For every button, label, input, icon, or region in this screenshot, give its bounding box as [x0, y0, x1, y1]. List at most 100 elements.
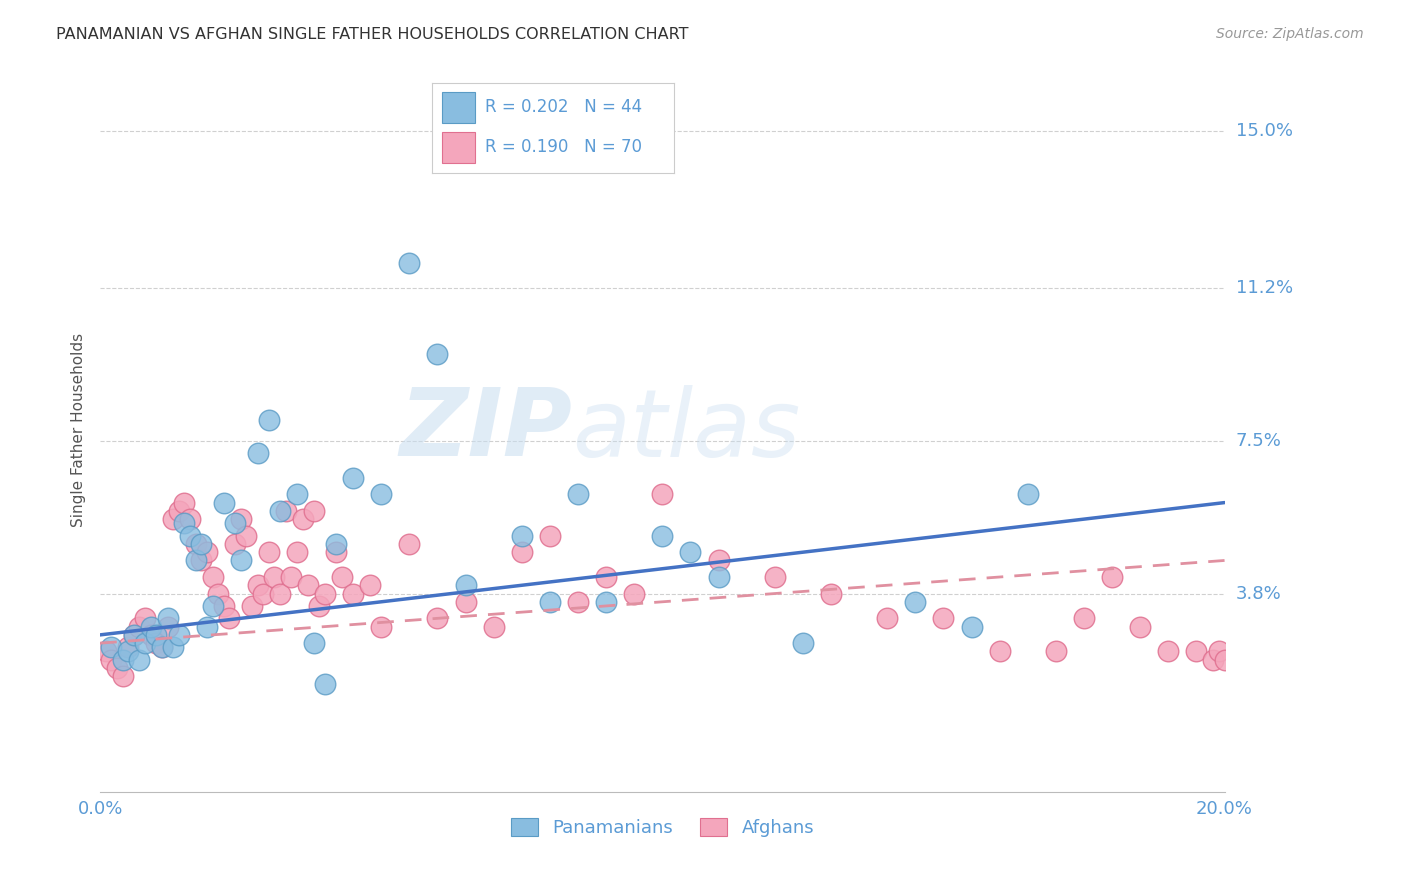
Panamanians [173, 516, 195, 531]
Afghans [1185, 644, 1208, 658]
Text: Source: ZipAtlas.com: Source: ZipAtlas.com [1216, 27, 1364, 41]
Afghans [297, 578, 319, 592]
Panamanians [679, 545, 702, 559]
Panamanians [111, 653, 134, 667]
Afghans [111, 669, 134, 683]
Panamanians [567, 487, 589, 501]
Afghans [1213, 653, 1236, 667]
Afghans [167, 504, 190, 518]
Panamanians [229, 553, 252, 567]
Afghans [482, 619, 505, 633]
Afghans [207, 586, 229, 600]
Afghans [330, 570, 353, 584]
Afghans [876, 611, 898, 625]
Afghans [240, 599, 263, 613]
Afghans [314, 586, 336, 600]
Afghans [145, 636, 167, 650]
Panamanians [707, 570, 730, 584]
Afghans [184, 537, 207, 551]
Afghans [342, 586, 364, 600]
Afghans [1202, 653, 1225, 667]
Panamanians [100, 640, 122, 655]
Text: PANAMANIAN VS AFGHAN SINGLE FATHER HOUSEHOLDS CORRELATION CHART: PANAMANIAN VS AFGHAN SINGLE FATHER HOUSE… [56, 27, 689, 42]
Afghans [651, 487, 673, 501]
Text: 11.2%: 11.2% [1236, 278, 1294, 297]
Panamanians [162, 640, 184, 655]
Afghans [122, 628, 145, 642]
Legend: Panamanians, Afghans: Panamanians, Afghans [503, 811, 821, 845]
Afghans [1073, 611, 1095, 625]
Afghans [291, 512, 314, 526]
Afghans [162, 512, 184, 526]
Afghans [195, 545, 218, 559]
Panamanians [156, 611, 179, 625]
Afghans [623, 586, 645, 600]
Afghans [128, 619, 150, 633]
Afghans [820, 586, 842, 600]
Afghans [117, 640, 139, 655]
Afghans [763, 570, 786, 584]
Afghans [100, 653, 122, 667]
Afghans [398, 537, 420, 551]
Panamanians [302, 636, 325, 650]
Afghans [325, 545, 347, 559]
Panamanians [960, 619, 983, 633]
Panamanians [510, 529, 533, 543]
Panamanians [1017, 487, 1039, 501]
Afghans [263, 570, 285, 584]
Afghans [308, 599, 330, 613]
Afghans [510, 545, 533, 559]
Afghans [274, 504, 297, 518]
Panamanians [257, 413, 280, 427]
Panamanians [224, 516, 246, 531]
Panamanians [246, 446, 269, 460]
Panamanians [122, 628, 145, 642]
Afghans [134, 611, 156, 625]
Panamanians [398, 256, 420, 270]
Afghans [1045, 644, 1067, 658]
Text: ZIP: ZIP [399, 384, 572, 476]
Panamanians [195, 619, 218, 633]
Afghans [190, 553, 212, 567]
Afghans [595, 570, 617, 584]
Panamanians [139, 619, 162, 633]
Afghans [156, 619, 179, 633]
Afghans [201, 570, 224, 584]
Afghans [538, 529, 561, 543]
Panamanians [285, 487, 308, 501]
Panamanians [190, 537, 212, 551]
Afghans [1101, 570, 1123, 584]
Afghans [139, 628, 162, 642]
Panamanians [212, 495, 235, 509]
Afghans [269, 586, 291, 600]
Afghans [150, 640, 173, 655]
Afghans [218, 611, 240, 625]
Afghans [1129, 619, 1152, 633]
Afghans [173, 495, 195, 509]
Text: 7.5%: 7.5% [1236, 432, 1282, 450]
Afghans [454, 595, 477, 609]
Panamanians [184, 553, 207, 567]
Afghans [252, 586, 274, 600]
Panamanians [538, 595, 561, 609]
Panamanians [904, 595, 927, 609]
Afghans [359, 578, 381, 592]
Y-axis label: Single Father Households: Single Father Households [72, 334, 86, 527]
Afghans [179, 512, 201, 526]
Afghans [567, 595, 589, 609]
Panamanians [167, 628, 190, 642]
Afghans [302, 504, 325, 518]
Panamanians [117, 644, 139, 658]
Panamanians [792, 636, 814, 650]
Panamanians [201, 599, 224, 613]
Panamanians [342, 471, 364, 485]
Afghans [257, 545, 280, 559]
Panamanians [651, 529, 673, 543]
Panamanians [145, 628, 167, 642]
Panamanians [595, 595, 617, 609]
Text: 15.0%: 15.0% [1236, 121, 1292, 139]
Panamanians [314, 677, 336, 691]
Afghans [1208, 644, 1230, 658]
Text: atlas: atlas [572, 384, 800, 475]
Afghans [229, 512, 252, 526]
